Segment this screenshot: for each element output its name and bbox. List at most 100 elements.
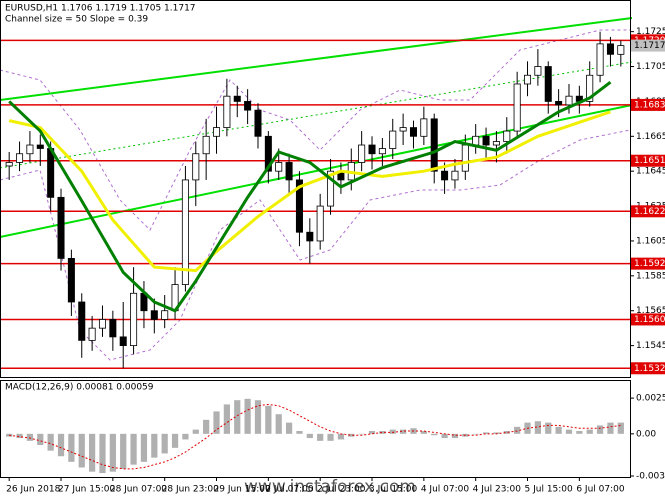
macd-bar: [545, 422, 552, 434]
candle-body: [461, 144, 469, 172]
candle-body: [503, 130, 511, 142]
macd-bar: [265, 405, 272, 434]
candle-body: [233, 95, 241, 102]
upper-band: [0, 29, 630, 231]
macd-bar: [151, 433, 158, 458]
candle-body: [482, 135, 490, 146]
macd-bar: [514, 426, 521, 434]
candle-body: [368, 144, 376, 155]
macd-bar: [472, 433, 479, 435]
candle-body: [275, 162, 283, 172]
candle-body: [16, 153, 24, 163]
macd-bar: [120, 433, 127, 469]
macd-bar: [275, 414, 282, 434]
candle-body: [617, 45, 625, 55]
candle-body: [389, 130, 397, 149]
candle-body: [409, 127, 417, 137]
macd-y-tick-label: 0.00255: [636, 394, 665, 404]
macd-bar: [534, 421, 541, 434]
macd-bar: [182, 433, 189, 440]
y-tick-label: 1.1545: [636, 341, 665, 351]
macd-bar: [358, 433, 365, 435]
x-tick-label: 3 Jul 15:00: [369, 485, 418, 495]
candle-body: [544, 66, 552, 102]
macd-bar: [234, 400, 241, 434]
candle-body: [36, 144, 44, 149]
x-tick-label: 26 Jun 2018: [6, 485, 60, 495]
macd-bar: [503, 431, 510, 434]
macd-bar: [130, 433, 137, 465]
macd-bar: [596, 425, 604, 434]
macd-bar: [213, 411, 220, 434]
candle-body: [161, 310, 169, 320]
macd-bar: [78, 433, 85, 468]
level-label: 1.1560: [634, 315, 665, 325]
x-tick-label: 4 Jul 07:00: [421, 485, 470, 495]
x-tick-label: 28 Jun 07:00: [110, 485, 167, 495]
x-tick-label: 4 Jul 23:00: [473, 485, 522, 495]
candle-body: [47, 148, 55, 198]
macd-bar: [586, 429, 593, 434]
x-tick-label: 5 Jul 15:00: [525, 485, 574, 495]
candle-body: [213, 127, 221, 137]
level-label: 1.1622: [634, 207, 665, 217]
level-tag: [631, 362, 665, 375]
macd-bar: [306, 433, 313, 439]
y-tick-label: 1.1665: [636, 132, 665, 142]
macd-bar: [192, 429, 199, 434]
y-tick-label: 1.1645: [636, 167, 665, 177]
candle-body: [295, 179, 303, 233]
y-tick-label: 1.1565: [636, 306, 665, 316]
level-label: 1.1532: [634, 364, 665, 374]
macd-bar: [576, 431, 583, 434]
candle-body: [130, 292, 138, 347]
candle-body: [420, 118, 428, 137]
lower-band: [0, 129, 631, 361]
macd-bar: [68, 433, 75, 462]
x-tick-label: 2 Jul 07:00: [265, 485, 314, 495]
current-price-tag: [631, 39, 665, 52]
macd-bar: [617, 422, 624, 434]
y-tick-label: 1.1705: [636, 62, 665, 72]
macd-frame: [0, 380, 631, 478]
candle-body: [119, 336, 127, 347]
candle-body: [327, 170, 335, 207]
macd-bar: [482, 432, 490, 434]
macd-bar: [451, 433, 459, 439]
level-tag: [631, 205, 665, 218]
macd-signal: [9, 403, 621, 470]
macd-bar: [89, 433, 96, 472]
candle-body: [316, 205, 324, 242]
level-label: 1.1592: [634, 259, 665, 269]
macd-bar: [555, 426, 562, 434]
level-label: 1.1651: [634, 156, 665, 166]
watermark: www.instaforex.com: [244, 477, 416, 497]
candle-body: [88, 327, 96, 341]
macd-bar: [400, 429, 407, 434]
price-frame: [0, 0, 631, 378]
macd-bar: [26, 433, 34, 441]
candle-body: [399, 127, 407, 132]
candle-body: [244, 101, 252, 111]
macd-bar: [161, 433, 168, 454]
macd-bar: [57, 433, 65, 457]
macd-bar: [337, 433, 345, 440]
chart-subtitle: Channel size = 50 Slope = 0.39: [5, 15, 148, 25]
candle-body: [451, 170, 459, 181]
moving-average: [8, 81, 612, 313]
candle-body: [109, 319, 117, 338]
macd-bar: [171, 433, 179, 448]
macd-bar: [296, 431, 303, 434]
channel-middle: [0, 61, 633, 169]
channel-lower: [0, 104, 633, 238]
macd-bar: [109, 433, 116, 472]
macd-bar: [389, 429, 396, 434]
x-tick-label: 29 Jun 15:00: [214, 485, 271, 495]
macd-bar: [565, 429, 573, 434]
level-tag: [631, 98, 665, 111]
candle-body: [67, 257, 75, 303]
candle-body: [472, 135, 480, 146]
candle-body: [358, 144, 366, 163]
candle-body: [441, 170, 449, 181]
